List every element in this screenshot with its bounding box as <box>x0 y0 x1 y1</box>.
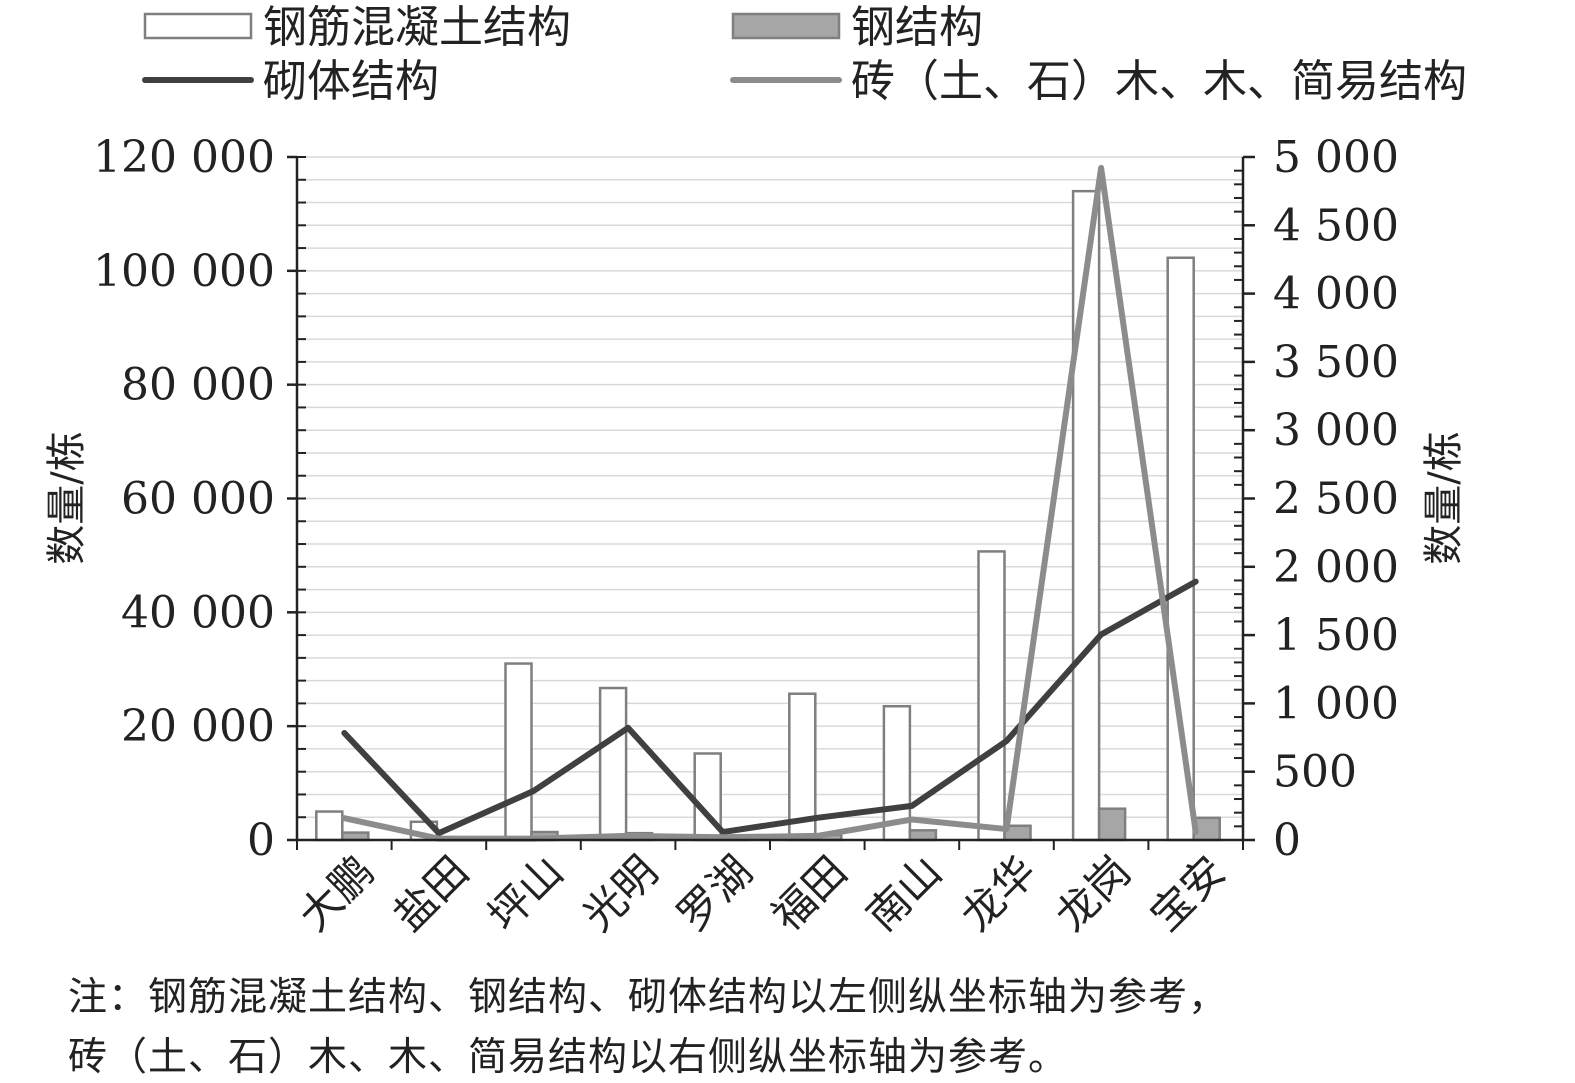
bar-rc-5 <box>788 692 817 842</box>
chart: 0 20 000 40 000 60 000 80 000 100 000 120 000 0… <box>44 2 1467 940</box>
grid-lines <box>297 156 1243 818</box>
series-line-brick-wood <box>341 164 1199 842</box>
y-tick-label-left: 60 000 <box>121 474 275 525</box>
y-tick-label-right: 0 <box>1273 815 1301 866</box>
point-brick-wood-6 <box>909 817 914 822</box>
point-brick-wood-7 <box>1004 827 1009 832</box>
y-tick-label-left: 80 000 <box>121 360 275 411</box>
y-tick-label-right: 4 500 <box>1273 200 1399 251</box>
x-tick-label: 大鹏 <box>289 846 383 940</box>
point-masonry-8 <box>1099 632 1104 637</box>
x-tick-label: 盐田 <box>384 846 478 940</box>
y-tick-label-right: 500 <box>1273 747 1357 798</box>
x-tick-label: 罗湖 <box>668 846 762 940</box>
x-tick-label: 坪山 <box>479 846 573 940</box>
legend-swatch-1 <box>731 12 841 40</box>
y-tick-label-right: 5 000 <box>1273 132 1399 183</box>
y-tick-label-left: 20 000 <box>121 701 275 752</box>
point-brick-wood-0 <box>342 816 347 821</box>
y-tick-label-left: 120 000 <box>93 132 275 183</box>
legend-label-3: 砖（土、石）木、木、简易结构 <box>851 56 1467 107</box>
y-tick-label-left: 0 <box>247 815 275 866</box>
point-masonry-7 <box>1004 738 1009 743</box>
point-masonry-5 <box>815 815 820 820</box>
y-axis-label-left: 数量/栋 <box>44 431 90 564</box>
series-line-masonry <box>341 578 1199 837</box>
bar-rc-8 <box>1071 189 1101 842</box>
x-tick-label: 光明 <box>573 846 667 940</box>
y-tick-label-left: 100 000 <box>93 246 275 297</box>
point-masonry-1 <box>436 831 441 836</box>
point-masonry-3 <box>626 725 631 730</box>
point-brick-wood-5 <box>815 833 820 838</box>
y-tick-label-right: 1 000 <box>1273 678 1399 729</box>
bar-rc-9 <box>1166 256 1195 842</box>
point-masonry-6 <box>909 803 914 808</box>
legend-label-0: 钢筋混凝土结构 <box>263 2 571 53</box>
x-tick-label: 宝安 <box>1141 846 1235 940</box>
y-axis-label-right: 数量/栋 <box>1421 431 1467 564</box>
y-tick-label-right: 3 000 <box>1273 405 1399 456</box>
bar-rc-7 <box>977 550 1006 842</box>
y-tick-label-left: 40 000 <box>121 587 275 638</box>
point-brick-wood-9 <box>1193 829 1198 834</box>
y-tick-label-right: 2 000 <box>1273 542 1399 593</box>
point-masonry-2 <box>531 789 536 794</box>
note-line-1: 注：钢筋混凝土结构、钢结构、砌体结构以左侧纵坐标轴为参考， <box>68 975 1229 1020</box>
axes: 0 20 000 40 000 60 000 80 000 100 000 120 000 0… <box>93 132 1399 940</box>
point-brick-wood-8 <box>1099 165 1104 170</box>
x-tick-label: 福田 <box>762 846 856 940</box>
legend-label-2: 砌体结构 <box>263 56 439 107</box>
point-masonry-4 <box>720 830 725 835</box>
y-tick-label-right: 2 500 <box>1273 474 1399 525</box>
series-lines <box>341 164 1199 842</box>
note-line-2: 砖（土、石）木、木、简易结构以右侧纵坐标轴为参考。 <box>68 1035 1069 1080</box>
y-tick-label-right: 3 500 <box>1273 337 1399 388</box>
bar-steel-8 <box>1097 807 1127 842</box>
point-brick-wood-3 <box>626 833 631 838</box>
legend-label-1: 钢结构 <box>851 2 983 53</box>
y-tick-label-right: 4 000 <box>1273 269 1399 320</box>
y-tick-label-right: 1 500 <box>1273 610 1399 661</box>
point-masonry-9 <box>1193 579 1198 584</box>
bar-steel-6 <box>908 829 938 842</box>
legend-swatch-0 <box>143 12 253 40</box>
bar-rc-3 <box>598 686 628 842</box>
bar-rc-2 <box>504 662 533 842</box>
x-tick-label: 南山 <box>857 846 951 940</box>
x-tick-label: 龙华 <box>952 846 1046 940</box>
bars <box>315 189 1221 842</box>
bar-rc-0 <box>315 810 344 842</box>
point-masonry-0 <box>342 730 347 735</box>
point-brick-wood-4 <box>720 835 725 840</box>
x-tick-label: 龙岗 <box>1046 846 1140 940</box>
